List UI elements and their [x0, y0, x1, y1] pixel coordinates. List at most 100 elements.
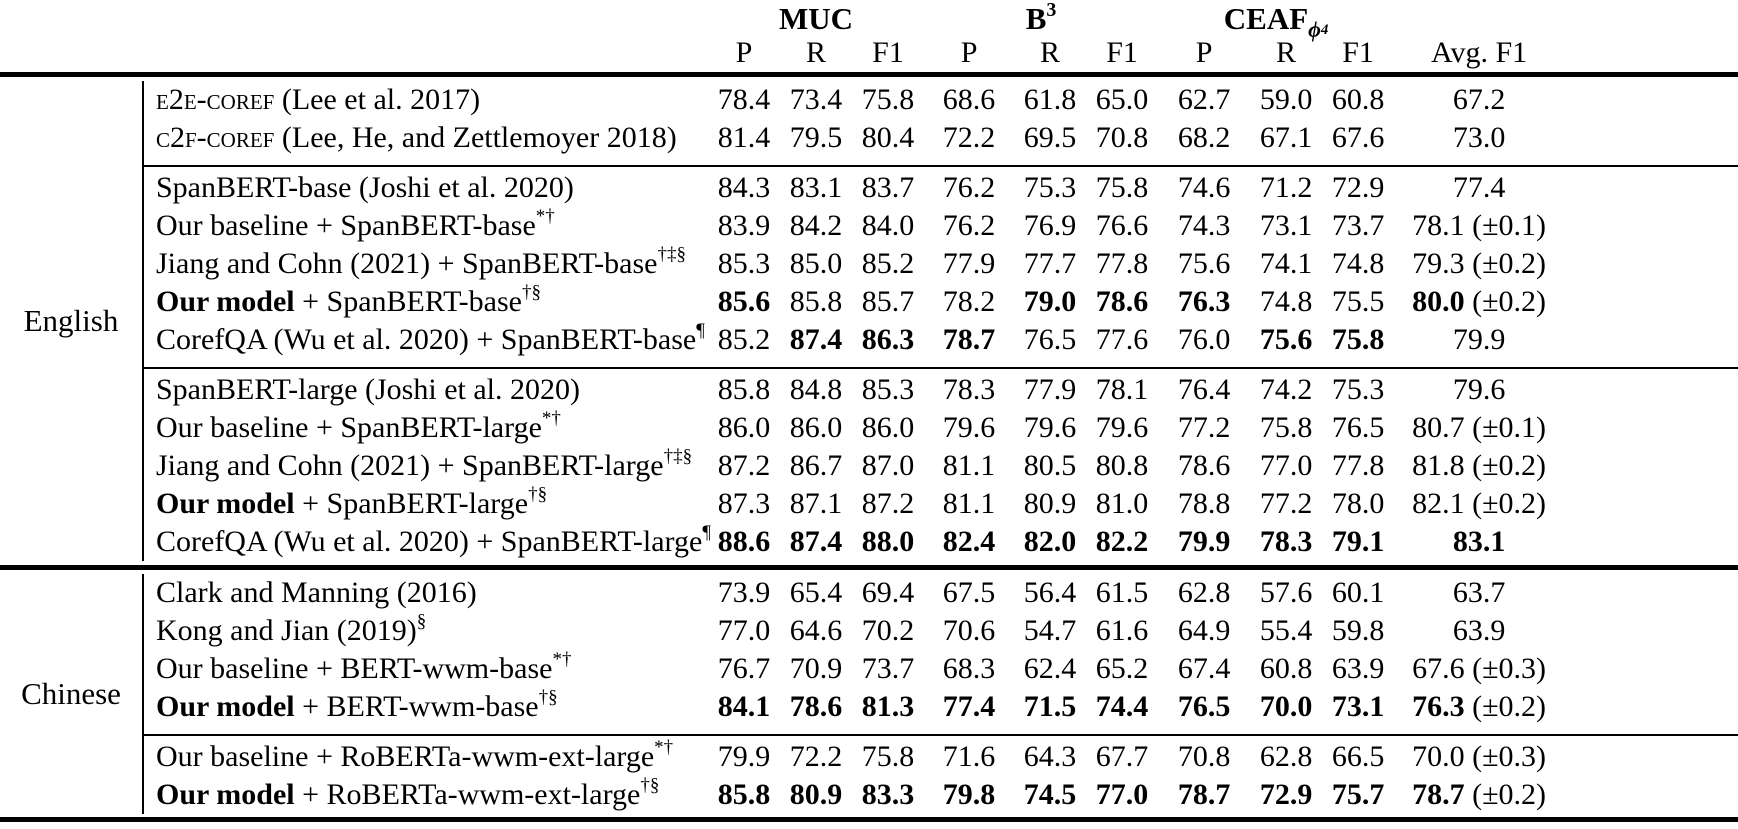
row-label: Our baseline + SpanBERT-base*†: [142, 207, 708, 245]
metric-value: 79.6: [1023, 411, 1077, 444]
metric-value: 55.4: [1259, 614, 1313, 647]
avg-f1-value: 77.4: [1394, 169, 1564, 207]
row-spacer: [1564, 447, 1738, 485]
metric-value: 75.8: [1259, 411, 1313, 444]
metric-value: 80.9: [789, 778, 843, 811]
footnote-markers: †‡§: [663, 446, 693, 467]
thick-rule: [0, 565, 1738, 570]
metric-value: 62.8: [1177, 576, 1231, 609]
table-row: Our baseline + SpanBERT-large*† 86.0 86.0 8…: [0, 409, 1738, 447]
avg-f1-number: 77.4: [1452, 171, 1506, 204]
metric-value: 68.6: [942, 83, 996, 116]
metric-value: 70.2: [861, 614, 915, 647]
metric-value: 87.2: [861, 487, 915, 520]
muc-label: MUC: [778, 1, 854, 36]
metric-value: 80.9: [1023, 487, 1077, 520]
metric-value: 74.2: [1259, 373, 1313, 406]
metric-value: 76.2: [942, 209, 996, 242]
avg-f1-value: 78.7 (±0.2): [1394, 776, 1564, 814]
metric-value: 74.5: [1023, 778, 1077, 811]
std-dev-note: (±0.3): [1472, 740, 1547, 773]
metric-value: 76.5: [1331, 411, 1385, 444]
header-rule-row: [0, 70, 1738, 81]
metric-value: 72.2: [789, 740, 843, 773]
metric-value: 82.0: [1023, 525, 1077, 558]
b3-exponent: 3: [1046, 0, 1057, 21]
row-label: Our baseline + BERT-wwm-base*†: [142, 650, 708, 688]
bottom-rule-cell: [0, 814, 1738, 824]
metric-value: 64.3: [1023, 740, 1077, 773]
metric-value: 82.4: [942, 525, 996, 558]
model-name: Our baseline + SpanBERT-large: [156, 411, 542, 444]
metric-value: 77.6: [1095, 323, 1149, 356]
metric-value: 87.4: [789, 323, 843, 356]
metric-value: 68.2: [1177, 121, 1231, 154]
metric-value: 79.6: [942, 411, 996, 444]
metric-value: 86.0: [717, 411, 771, 444]
metric-value: 54.7: [1023, 614, 1077, 647]
table-row: SpanBERT-base (Joshi et al. 2020) 84.3 83.…: [0, 169, 1738, 207]
row-label: Our model + RoBERTa-wwm-ext-large†§: [142, 776, 708, 814]
avg-f1-value: 63.9: [1394, 612, 1564, 650]
metric-value: 67.5: [942, 576, 996, 609]
metric-value: 64.6: [789, 614, 843, 647]
metric-value: 78.1: [1095, 373, 1149, 406]
col-header-muc-r: R: [805, 36, 826, 69]
model-name-bold: Our model: [156, 690, 295, 723]
metric-value: 64.9: [1177, 614, 1231, 647]
metric-value: 75.8: [1331, 323, 1385, 356]
group-separator-row: [0, 359, 1738, 371]
col-header-muc-f1: F1: [872, 36, 904, 69]
metric-value: 66.5: [1331, 740, 1385, 773]
footnote-markers: †§: [528, 484, 548, 505]
avg-f1-value: 80.0 (±0.2): [1394, 283, 1564, 321]
metric-value: 85.8: [717, 778, 771, 811]
row-spacer: [1564, 574, 1738, 612]
header-spacer: [0, 2, 708, 36]
ceaf-subsubscript: 4: [1320, 22, 1329, 38]
thick-rule: [0, 72, 1738, 77]
metric-value: 79.9: [1177, 525, 1231, 558]
avg-f1-number: 63.7: [1452, 576, 1506, 609]
row-spacer: [1564, 245, 1738, 283]
metric-value: 81.1: [942, 449, 996, 482]
metric-value: 84.1: [717, 690, 771, 723]
metric-value: 70.6: [942, 614, 996, 647]
metric-value: 84.8: [789, 373, 843, 406]
group-separator-row: [0, 157, 1738, 169]
table-row: Jiang and Cohn (2021) + SpanBERT-large†‡…: [0, 447, 1738, 485]
model-name: CorefQA (Wu et al. 2020) + SpanBERT-base: [156, 323, 697, 356]
metric-value: 74.6: [1177, 171, 1231, 204]
b3-label: B: [1025, 1, 1047, 36]
model-name-bold: Our model: [156, 778, 295, 811]
metric-value: 77.4: [942, 690, 996, 723]
table-row: Our model + BERT-wwm-base†§ 84.1 78.6 81.3 7…: [0, 688, 1738, 726]
model-name: Jiang and Cohn (2021) + SpanBERT-large: [156, 449, 664, 482]
metric-value: 67.7: [1095, 740, 1149, 773]
avg-f1-value: 63.7: [1394, 574, 1564, 612]
table-row: c2f-coref (Lee, He, and Zettlemoyer 2018…: [0, 119, 1738, 157]
row-spacer: [1564, 169, 1738, 207]
metric-value: 87.2: [717, 449, 771, 482]
model-name: SpanBERT-base (Joshi et al. 2020): [156, 171, 574, 204]
model-name: Clark and Manning (2016): [156, 576, 477, 609]
section-divider-cell: [0, 561, 1738, 574]
metric-value: 78.6: [789, 690, 843, 723]
std-dev-note: (±0.1): [1472, 411, 1547, 444]
metric-value: 60.8: [1331, 83, 1385, 116]
row-spacer: [1564, 523, 1738, 561]
avg-f1-number: 82.1: [1412, 487, 1465, 520]
metric-value: 73.7: [1331, 209, 1385, 242]
model-name: + SpanBERT-large: [294, 487, 529, 520]
avg-f1-value: 83.1: [1394, 523, 1564, 561]
metric-value: 74.8: [1259, 285, 1313, 318]
row-label: SpanBERT-large (Joshi et al. 2020): [142, 371, 708, 409]
metric-value: 74.8: [1331, 247, 1385, 280]
table-row: Our model + RoBERTa-wwm-ext-large†§ 85.8 8…: [0, 776, 1738, 814]
metric-value: 78.0: [1331, 487, 1385, 520]
metric-value: 76.3: [1177, 285, 1231, 318]
metric-value: 78.3: [942, 373, 996, 406]
metric-value: 86.7: [789, 449, 843, 482]
